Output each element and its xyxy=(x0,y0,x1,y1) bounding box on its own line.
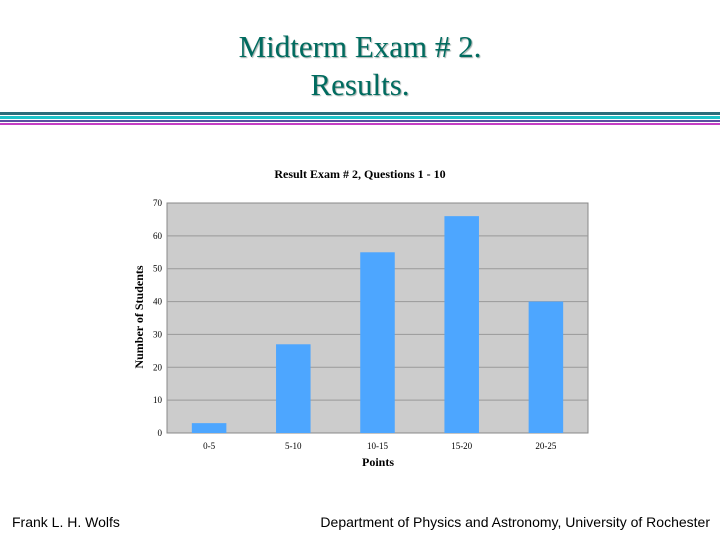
slide-title: Midterm Exam # 2. Results. xyxy=(0,28,720,104)
y-tick-label: 60 xyxy=(153,231,163,241)
y-tick-label: 70 xyxy=(153,198,163,208)
bar xyxy=(528,301,564,433)
y-axis-ticks: 0 10 20 30 40 50 60 70 xyxy=(153,198,163,438)
x-axis-ticks: 0-5 5-10 10-15 15-20 20-25 xyxy=(203,441,557,451)
footer-department: Department of Physics and Astronomy, Uni… xyxy=(320,514,710,530)
y-tick-label: 10 xyxy=(153,395,163,405)
divider-line xyxy=(0,123,720,125)
x-axis-label: Points xyxy=(362,455,394,469)
bar xyxy=(444,216,479,433)
bar xyxy=(360,252,395,433)
bar-chart: Result Exam # 2, Questions 1 - 10 0 10 20 3… xyxy=(132,167,589,469)
x-tick-label: 10-15 xyxy=(367,441,388,451)
chart-title: Result Exam # 2, Questions 1 - 10 xyxy=(274,167,445,181)
y-tick-label: 30 xyxy=(153,329,163,339)
y-tick-label: 50 xyxy=(153,264,163,274)
bar xyxy=(276,344,311,433)
bar xyxy=(191,423,227,433)
y-tick-label: 40 xyxy=(153,297,163,307)
slide-title-line-1: Midterm Exam # 2. xyxy=(238,29,482,64)
footer-author: Frank L. H. Wolfs xyxy=(12,514,120,530)
x-tick-label: 20-25 xyxy=(535,441,556,451)
x-tick-label: 5-10 xyxy=(285,441,302,451)
x-tick-label: 15-20 xyxy=(451,441,472,451)
x-tick-label: 0-5 xyxy=(203,441,215,451)
divider-line xyxy=(0,116,720,119)
y-axis-label: Number of Students xyxy=(132,265,146,368)
divider-line xyxy=(0,120,720,122)
y-tick-label: 0 xyxy=(158,428,163,438)
bars xyxy=(191,216,564,433)
y-tick-label: 20 xyxy=(153,362,163,372)
divider-line xyxy=(0,112,720,115)
slide-title-line-2: Results. xyxy=(310,67,410,102)
